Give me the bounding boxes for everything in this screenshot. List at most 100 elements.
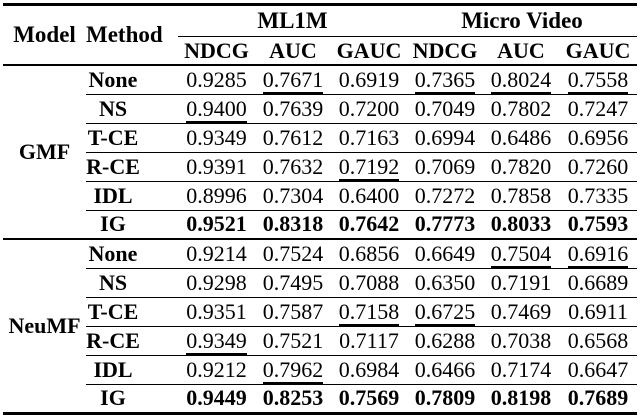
metric-value: 0.7802 — [490, 95, 552, 121]
metric-cell: 0.8033 — [483, 210, 559, 240]
metric-value: 0.7469 — [490, 298, 552, 324]
metric-cell: 0.7260 — [559, 152, 637, 182]
metric-cell: 0.7272 — [407, 181, 483, 211]
metric-cell: 0.6486 — [483, 123, 559, 153]
metric-cell: 0.7088 — [331, 268, 407, 298]
metric-cell: 0.7809 — [407, 384, 483, 413]
metric-cell: 0.6984 — [331, 355, 407, 385]
header-metric-auc-ml1m: AUC — [255, 36, 331, 66]
metric-cell: 0.7802 — [483, 94, 559, 124]
metric-value: 0.8996 — [186, 182, 247, 208]
metric-cell: 0.6919 — [331, 65, 407, 95]
metric-value: 0.9391 — [186, 153, 247, 179]
header-model: Model — [3, 4, 86, 66]
metric-cell: 0.6649 — [407, 239, 483, 269]
header-metric-auc-mv: AUC — [483, 36, 559, 66]
header-method: Method — [86, 4, 178, 66]
metric-value: 0.7809 — [414, 385, 476, 410]
metric-value: 0.6911 — [568, 298, 628, 324]
metric-cell: 0.7689 — [559, 384, 637, 413]
metric-value: 0.6466 — [414, 356, 476, 382]
metric-value: 0.7504 — [490, 240, 552, 268]
metric-cell: 0.7335 — [559, 181, 637, 211]
metric-cell: 0.6647 — [559, 355, 637, 385]
metric-value: 0.7558 — [567, 66, 629, 94]
metric-cell: 0.7163 — [331, 123, 407, 153]
metric-value: 0.7773 — [414, 211, 476, 237]
metric-cell: 0.7558 — [559, 65, 637, 95]
metric-value: 0.7820 — [490, 153, 552, 179]
metric-value: 0.7158 — [338, 298, 400, 326]
table-row: IDL 0.9212 0.7962 0.6984 0.6466 0.7174 0… — [3, 355, 637, 385]
metric-value: 0.7200 — [338, 95, 400, 121]
metric-cell: 0.7639 — [255, 94, 331, 124]
metric-cell: 0.6911 — [559, 297, 637, 327]
table-header: Model Method ML1M Micro Video NDCG AUC G… — [3, 4, 637, 66]
table-row: T-CE 0.9349 0.7612 0.7163 0.6994 0.6486 … — [3, 123, 637, 153]
metric-cell: 0.7524 — [255, 239, 331, 269]
table-row: NS 0.9400 0.7639 0.7200 0.7049 0.7802 0.… — [3, 94, 637, 124]
table-row: IG 0.9521 0.8318 0.7642 0.7773 0.8033 0.… — [3, 210, 637, 240]
metric-value: 0.6956 — [567, 124, 629, 150]
metric-cell: 0.9285 — [178, 65, 255, 95]
metric-cell: 0.8996 — [178, 181, 255, 211]
metric-value: 0.8198 — [490, 385, 552, 410]
metric-value: 0.7069 — [414, 153, 476, 179]
metric-value: 0.7593 — [567, 211, 629, 237]
method-cell: R-CE — [86, 326, 178, 356]
metric-cell: 0.7642 — [331, 210, 407, 240]
metric-cell: 0.8318 — [255, 210, 331, 240]
metric-value: 0.7524 — [262, 240, 324, 266]
metric-value: 0.7365 — [414, 66, 476, 94]
metric-cell: 0.6568 — [559, 326, 637, 356]
metric-value: 0.6649 — [414, 240, 476, 266]
model-cell: NeuMF — [8, 312, 81, 338]
metric-value: 0.7272 — [414, 182, 476, 208]
metric-value: 0.7174 — [490, 356, 552, 382]
table-row: NeuMF None 0.9214 0.7524 0.6856 0.6649 0… — [3, 239, 637, 338]
table-row: GMF None 0.9285 0.7671 0.6919 0.7365 0.8… — [3, 65, 637, 240]
metric-cell: 0.9449 — [178, 384, 255, 413]
metric-cell: 0.7069 — [407, 152, 483, 182]
metric-cell: 0.6956 — [559, 123, 637, 153]
metric-cell: 0.7593 — [559, 210, 637, 240]
metric-value: 0.9214 — [186, 240, 247, 266]
method-cell: None — [86, 239, 178, 269]
metric-value: 0.6725 — [414, 298, 476, 326]
table-row: IG 0.9449 0.8253 0.7569 0.7809 0.8198 0.… — [3, 384, 637, 413]
metric-value: 0.7304 — [262, 182, 324, 208]
metric-value: 0.9449 — [186, 385, 247, 410]
metric-value: 0.7639 — [262, 95, 324, 121]
metric-value: 0.6689 — [567, 269, 629, 295]
metric-value: 0.7192 — [338, 153, 400, 181]
metric-value: 0.7117 — [339, 327, 399, 353]
header-metric-row: NDCG AUC GAUC NDCG AUC GAUC — [3, 36, 637, 66]
metric-cell: 0.9212 — [178, 355, 255, 385]
metric-cell: 0.6400 — [331, 181, 407, 211]
header-dataset-ml1m: ML1M — [178, 4, 407, 37]
metric-cell: 0.7521 — [255, 326, 331, 356]
metric-value: 0.6568 — [567, 327, 629, 353]
metric-cell: 0.6466 — [407, 355, 483, 385]
metric-cell: 0.9521 — [178, 210, 255, 240]
table-row: R-CE 0.9349 0.7521 0.7117 0.6288 0.7038 … — [3, 326, 637, 356]
metric-value: 0.8024 — [490, 66, 552, 94]
metric-cell: 0.8253 — [255, 384, 331, 413]
section-gmf: GMF None 0.9285 0.7671 0.6919 0.7365 0.8… — [3, 65, 637, 240]
metric-value: 0.6350 — [414, 269, 476, 295]
metric-cell: 0.7495 — [255, 268, 331, 298]
metric-cell: 0.9298 — [178, 268, 255, 298]
table-row: NS 0.9298 0.7495 0.7088 0.6350 0.7191 0.… — [3, 268, 637, 298]
metric-cell: 0.9391 — [178, 152, 255, 182]
header-metric-ndcg-ml1m: NDCG — [178, 36, 255, 66]
method-cell: IDL — [86, 181, 178, 211]
metric-cell: 0.7587 — [255, 297, 331, 327]
metric-value: 0.8033 — [490, 211, 552, 237]
metric-value: 0.9349 — [186, 327, 247, 355]
method-cell: NS — [86, 94, 178, 124]
method-cell: IG — [86, 210, 178, 240]
table-row: T-CE 0.9351 0.7587 0.7158 0.6725 0.7469 … — [3, 297, 637, 327]
header-metric-ndcg-mv: NDCG — [407, 36, 483, 66]
metric-value: 0.7612 — [262, 124, 324, 150]
metric-cell: 0.6725 — [407, 297, 483, 327]
